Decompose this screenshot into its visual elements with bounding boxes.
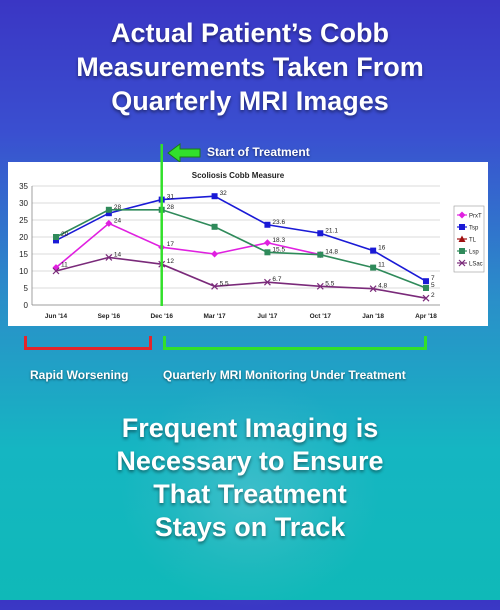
data-label: 14 — [114, 251, 122, 258]
chart-panel: Scoliosis Cobb Measure 0 5 10 15 20 25 30 35 Jun … — [8, 144, 488, 326]
data-point — [370, 247, 377, 254]
monitoring-bracket — [163, 336, 427, 350]
data-point — [105, 206, 112, 213]
cobb-chart: Scoliosis Cobb Measure05101520253035Jun … — [19, 144, 485, 320]
footer-line: Necessary to Ensure — [116, 446, 384, 476]
rapid-worsening-label: Rapid Worsening — [30, 368, 129, 382]
data-point — [317, 230, 324, 237]
y-tick-label: 35 — [19, 182, 28, 191]
data-point — [458, 211, 466, 219]
monitoring-label: Quarterly MRI Monitoring Under Treatment — [163, 368, 406, 382]
data-point — [263, 239, 271, 247]
y-tick-label: 25 — [19, 216, 28, 225]
data-label: 5 — [431, 282, 435, 289]
legend-label: Lsp — [469, 250, 479, 256]
data-point — [422, 294, 430, 302]
data-point — [369, 285, 377, 293]
data-point — [264, 221, 271, 228]
data-label: 4.8 — [378, 283, 387, 290]
legend-label: TL — [469, 238, 477, 244]
data-label: 12 — [167, 258, 175, 265]
data-label: 5.5 — [220, 280, 229, 287]
y-tick-label: 20 — [19, 233, 28, 242]
x-tick-label: Sep '16 — [98, 313, 121, 320]
data-label: 28 — [114, 204, 122, 211]
y-tick-label: 10 — [19, 267, 28, 276]
data-label: 5.5 — [325, 280, 334, 287]
data-label: 17 — [167, 241, 175, 248]
data-point — [316, 282, 324, 290]
series-line-prxt — [55, 222, 321, 269]
data-point — [317, 251, 324, 258]
chart-title: Scoliosis Cobb Measure — [192, 171, 285, 180]
x-tick-label: Jun '14 — [45, 313, 68, 320]
headline-line: Quarterly MRI Images — [111, 86, 389, 116]
data-label: 14.8 — [325, 249, 338, 256]
data-label: 21.1 — [325, 227, 338, 234]
data-label: 16 — [378, 245, 386, 252]
data-label: 23.6 — [272, 219, 285, 226]
series-line-tsp — [55, 195, 427, 282]
data-label: 6.7 — [272, 276, 281, 283]
data-label: 2 — [431, 292, 435, 299]
data-point — [52, 264, 60, 272]
data-point — [53, 237, 59, 244]
data-label: 28 — [167, 204, 175, 211]
rapid-worsening-bracket — [24, 336, 152, 350]
series-line-lsp — [55, 208, 427, 289]
series-line-lsac — [55, 256, 427, 299]
y-tick-label: 0 — [24, 301, 29, 310]
data-point — [459, 248, 465, 254]
footer-line: Stays on Track — [154, 512, 346, 542]
data-point — [211, 282, 218, 290]
data-point — [211, 193, 218, 200]
data-point — [458, 259, 466, 267]
data-label: 11 — [378, 262, 385, 269]
data-point — [459, 224, 465, 230]
data-point — [423, 285, 429, 291]
data-point — [264, 249, 271, 256]
data-point — [105, 219, 113, 227]
data-point — [105, 210, 112, 217]
data-label: 32 — [220, 190, 228, 197]
headline-line: Measurements Taken From — [76, 52, 424, 82]
data-label: 11 — [61, 262, 68, 269]
data-point — [105, 253, 113, 261]
data-label: 24 — [114, 217, 122, 224]
footer-message: Frequent Imaging is Necessary to Ensure … — [0, 412, 500, 544]
x-tick-label: Mar '17 — [204, 313, 227, 320]
data-label: 20 — [61, 231, 69, 238]
data-point — [264, 278, 271, 286]
y-tick-label: 5 — [24, 284, 29, 293]
x-tick-label: Oct '17 — [310, 313, 332, 320]
data-label: 7 — [431, 275, 435, 282]
headline-title: Actual Patient’s Cobb Measurements Taken… — [0, 16, 500, 118]
y-tick-label: 30 — [19, 199, 28, 208]
data-point — [53, 234, 59, 240]
data-point — [211, 223, 218, 230]
data-label: 18.3 — [272, 237, 285, 244]
legend-label: PrxT — [469, 214, 482, 220]
x-tick-label: Apr '18 — [415, 313, 437, 320]
x-tick-label: Jul '17 — [257, 313, 277, 320]
data-point — [458, 235, 466, 242]
x-tick-label: Jan '18 — [362, 313, 384, 320]
x-tick-label: Dec '16 — [150, 313, 173, 320]
footer-line: Frequent Imaging is — [121, 413, 379, 443]
data-point — [370, 264, 377, 271]
data-label: 31 — [167, 194, 175, 201]
left-arrow-icon — [167, 143, 201, 163]
start-of-treatment-label: Start of Treatment — [207, 145, 310, 159]
y-tick-label: 15 — [19, 250, 28, 259]
data-label: 15.5 — [272, 246, 285, 253]
data-point — [211, 250, 219, 258]
background-spine-glow — [120, 380, 380, 610]
data-point — [52, 267, 60, 275]
legend-label: LSac — [469, 262, 483, 268]
headline-line: Actual Patient’s Cobb — [110, 18, 390, 48]
footer-line: That Treatment — [153, 479, 347, 509]
data-point — [423, 278, 429, 285]
legend-label: Tsp — [469, 226, 479, 232]
